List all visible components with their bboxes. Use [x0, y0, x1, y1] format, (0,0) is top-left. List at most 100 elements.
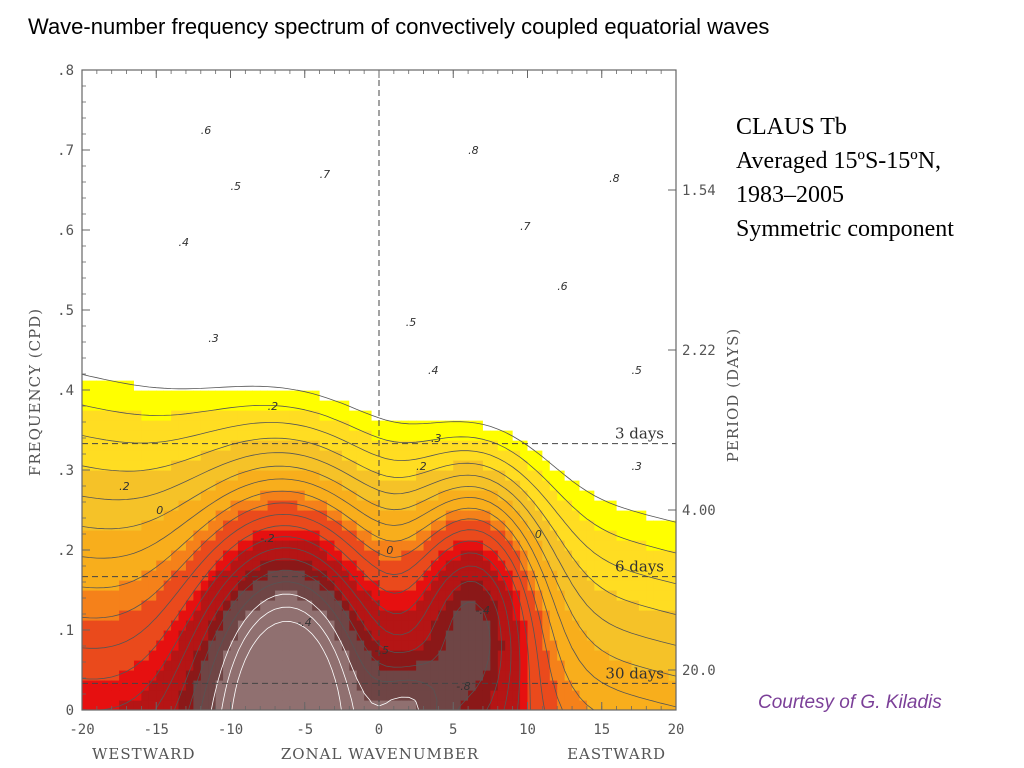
spectrum-cell — [475, 100, 484, 111]
spectrum-cell — [185, 310, 194, 321]
spectrum-cell — [379, 410, 388, 421]
spectrum-cell — [200, 180, 209, 191]
spectrum-cell — [475, 510, 484, 521]
spectrum-cell — [260, 240, 269, 251]
spectrum-cell — [223, 80, 232, 91]
spectrum-cell — [341, 390, 350, 401]
spectrum-cell — [468, 240, 477, 251]
spectrum-cell — [334, 120, 343, 131]
spectrum-cell — [178, 460, 187, 471]
spectrum-cell — [564, 680, 573, 691]
spectrum-cell — [653, 310, 662, 321]
spectrum-cell — [557, 570, 566, 581]
spectrum-cell — [631, 460, 640, 471]
spectrum-cell — [111, 310, 120, 321]
spectrum-cell — [148, 510, 157, 521]
spectrum-cell — [475, 610, 484, 621]
spectrum-cell — [89, 260, 98, 271]
spectrum-cell — [260, 650, 269, 661]
spectrum-cell — [564, 290, 573, 301]
spectrum-cell — [289, 640, 298, 651]
spectrum-cell — [594, 640, 603, 651]
spectrum-cell — [111, 440, 120, 451]
spectrum-cell — [163, 480, 172, 491]
spectrum-cell — [594, 570, 603, 581]
spectrum-cell — [549, 430, 558, 441]
spectrum-cell — [208, 350, 217, 361]
spectrum-cell — [497, 420, 506, 431]
spectrum-cell — [379, 290, 388, 301]
spectrum-cell — [408, 270, 417, 281]
spectrum-cell — [638, 150, 647, 161]
spectrum-cell — [163, 100, 172, 111]
spectrum-cell — [133, 160, 142, 171]
spectrum-cell — [96, 160, 105, 171]
spectrum-cell — [512, 420, 521, 431]
spectrum-cell — [252, 650, 261, 661]
spectrum-cell — [89, 360, 98, 371]
spectrum-cell — [111, 300, 120, 311]
spectrum-cell — [371, 550, 380, 561]
spectrum-cell — [542, 120, 551, 131]
spectrum-cell — [208, 280, 217, 291]
spectrum-cell — [542, 560, 551, 571]
spectrum-cell — [356, 100, 365, 111]
spectrum-cell — [341, 680, 350, 691]
spectrum-cell — [438, 560, 447, 571]
spectrum-cell — [586, 250, 595, 261]
spectrum-cell — [557, 70, 566, 81]
spectrum-cell — [252, 100, 261, 111]
spectrum-cell — [282, 250, 291, 261]
spectrum-cell — [148, 100, 157, 111]
spectrum-cell — [104, 540, 113, 551]
spectrum-cell — [624, 680, 633, 691]
spectrum-cell — [356, 170, 365, 181]
spectrum-cell — [89, 590, 98, 601]
spectrum-cell — [312, 610, 321, 621]
spectrum-cell — [208, 560, 217, 571]
spectrum-cell — [304, 80, 313, 91]
spectrum-cell — [200, 90, 209, 101]
spectrum-cell — [408, 180, 417, 191]
spectrum-cell — [245, 170, 254, 181]
spectrum-cell — [237, 370, 246, 381]
spectrum-cell — [148, 320, 157, 331]
spectrum-cell — [445, 110, 454, 121]
spectrum-cell — [401, 210, 410, 221]
spectrum-cell — [193, 480, 202, 491]
spectrum-cell — [438, 110, 447, 121]
spectrum-cell — [408, 660, 417, 671]
spectrum-cell — [460, 550, 469, 561]
spectrum-cell — [364, 140, 373, 151]
spectrum-cell — [601, 660, 610, 671]
spectrum-cell — [111, 120, 120, 131]
spectrum-cell — [601, 90, 610, 101]
spectrum-cell — [237, 530, 246, 541]
spectrum-cell — [549, 470, 558, 481]
spectrum-cell — [275, 250, 284, 261]
spectrum-cell — [401, 70, 410, 81]
spectrum-cell — [237, 120, 246, 131]
spectrum-cell — [490, 640, 499, 651]
spectrum-cell — [557, 250, 566, 261]
spectrum-cell — [193, 420, 202, 431]
spectrum-cell — [631, 120, 640, 131]
spectrum-cell — [520, 420, 529, 431]
spectrum-cell — [282, 410, 291, 421]
spectrum-cell — [341, 430, 350, 441]
spectrum-cell — [223, 430, 232, 441]
spectrum-cell — [601, 70, 610, 81]
spectrum-cell — [512, 530, 521, 541]
spectrum-cell — [542, 340, 551, 351]
spectrum-cell — [141, 360, 150, 371]
spectrum-cell — [572, 540, 581, 551]
spectrum-cell — [349, 550, 358, 561]
spectrum-cell — [594, 470, 603, 481]
spectrum-cell — [453, 240, 462, 251]
spectrum-cell — [349, 190, 358, 201]
spectrum-cell — [208, 100, 217, 111]
spectrum-cell — [475, 570, 484, 581]
spectrum-cell — [282, 240, 291, 251]
spectrum-cell — [601, 230, 610, 241]
spectrum-cell — [453, 380, 462, 391]
